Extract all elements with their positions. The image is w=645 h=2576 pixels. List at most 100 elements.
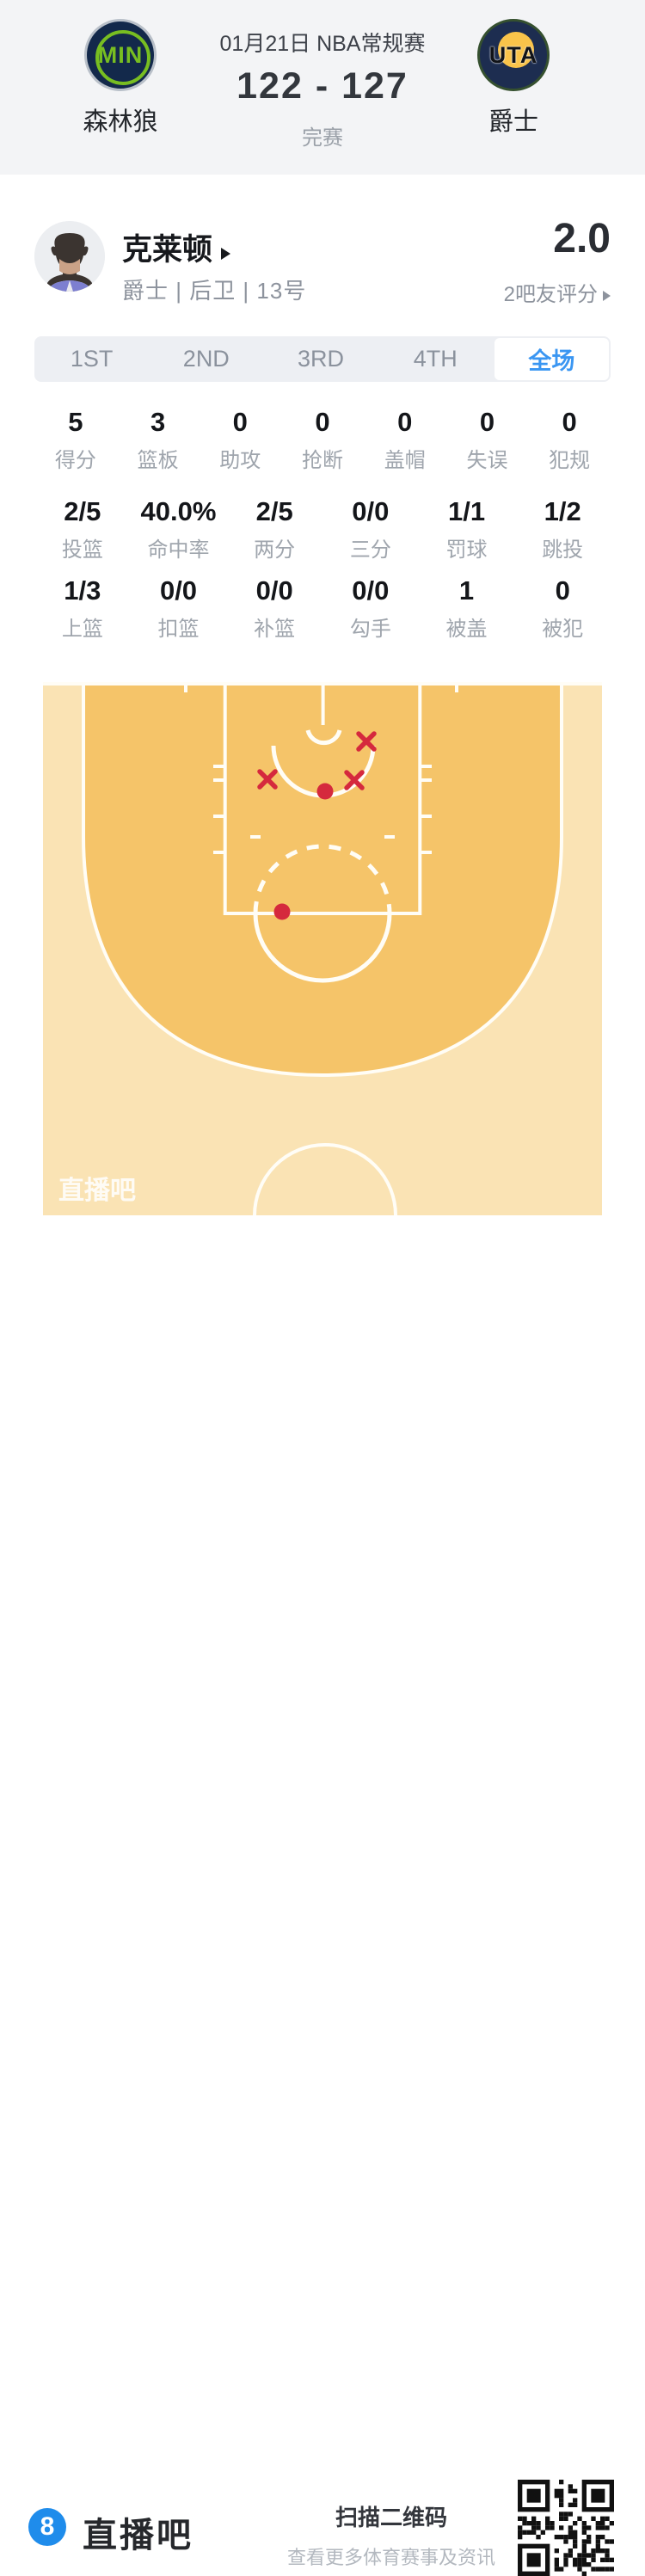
stat-label: 补篮 <box>254 618 296 641</box>
stat-label: 被盖 <box>445 618 488 641</box>
away-team-logo-icon: UTA <box>477 19 550 91</box>
stat-value: 1/3 <box>64 575 101 606</box>
stats-row-basic: 5 得分 3 篮板 0 助攻 0 抢断 0 盖帽 0 失误 0 犯规 <box>34 408 611 473</box>
stat-label: 得分 <box>54 449 96 472</box>
player-rating: 2.0 <box>553 216 611 261</box>
scan-subtitle: 查看更多体育赛事及资讯 <box>286 2547 495 2568</box>
qr-code <box>518 2480 614 2576</box>
match-status: 完赛 <box>302 126 343 150</box>
tab-full-game[interactable]: 全场 <box>494 338 610 380</box>
home-team-logo-icon: MIN <box>84 19 157 91</box>
stat-label: 投篮 <box>61 538 103 562</box>
stat-steals: 0 抢断 <box>281 408 364 473</box>
stat-label: 命中率 <box>147 538 210 562</box>
stat-2pt: 2/5 两分 <box>226 497 322 563</box>
match-score: 122 - 127 <box>236 65 408 107</box>
stat-assists: 0 助攻 <box>199 408 281 473</box>
player-rating-note[interactable]: 2吧友评分 <box>504 277 611 307</box>
stat-value: 0/0 <box>352 496 390 526</box>
stat-turnovers: 0 失误 <box>446 408 529 473</box>
stat-value: 0 <box>397 407 413 437</box>
player-detail-arrow-icon <box>221 248 231 260</box>
missed-shot-marker <box>356 731 377 752</box>
player-avatar[interactable] <box>34 221 105 292</box>
missed-shot-marker <box>257 769 278 790</box>
stat-value: 0 <box>315 407 330 437</box>
stat-value: 0 <box>479 407 495 437</box>
stat-jumpshot: 1/2 跳投 <box>514 497 611 563</box>
stat-value: 1 <box>458 575 475 606</box>
scan-block: 扫描二维码 查看更多体育赛事及资讯 <box>267 2500 516 2570</box>
stat-fouls: 0 犯规 <box>528 408 611 473</box>
stat-label: 罚球 <box>445 538 488 562</box>
stat-layup: 1/3 上篮 <box>34 576 131 642</box>
tab-2nd[interactable]: 2ND <box>182 346 230 372</box>
stat-dunk: 0/0 扣篮 <box>131 576 227 642</box>
stat-blocked: 1 被盖 <box>419 576 515 642</box>
stat-fg-pct: 40.0% 命中率 <box>131 497 227 563</box>
tab-1st[interactable]: 1ST <box>70 346 114 372</box>
stat-points: 5 得分 <box>34 408 117 473</box>
logo-ring <box>95 30 150 85</box>
stat-value: 3 <box>150 407 166 437</box>
tab-3rd[interactable]: 3RD <box>298 346 345 372</box>
brand-name: 直播吧 <box>83 2517 194 2554</box>
match-date: 01月21日 NBA常规赛 <box>219 32 426 56</box>
stat-blocks: 0 盖帽 <box>364 408 446 473</box>
home-team-abbr: MIN <box>97 41 144 68</box>
stat-label: 盖帽 <box>384 449 426 472</box>
stat-fg: 2/5 投篮 <box>34 497 131 563</box>
stat-label: 抢断 <box>302 449 344 472</box>
rating-note-arrow-icon <box>603 291 611 301</box>
away-team-name: 爵士 <box>488 108 538 136</box>
app-footer: 8 直播吧 扫描二维码 查看更多体育赛事及资讯 <box>0 1215 645 2576</box>
stat-label: 三分 <box>349 538 391 562</box>
stat-value: 0 <box>562 407 577 437</box>
stat-tipin: 0/0 补篮 <box>226 576 322 642</box>
player-meta: 爵士 | 后卫 | 13号 <box>122 278 307 304</box>
home-team-name: 森林狼 <box>83 108 158 136</box>
logo-ball <box>498 32 534 68</box>
court-svg: 直播吧 <box>43 680 602 1216</box>
rating-note-text: 2吧友评分 <box>503 283 598 306</box>
stat-label: 勾手 <box>349 618 391 641</box>
away-team-abbr: UTA <box>488 41 538 68</box>
stat-value: 40.0% <box>140 496 217 526</box>
stat-value: 2/5 <box>64 496 101 526</box>
brand-logo-icon: 8 <box>28 2508 66 2546</box>
stat-value: 1/1 <box>447 496 486 526</box>
stat-value: 0/0 <box>352 575 390 606</box>
stat-value: 0 <box>232 407 248 437</box>
home-team[interactable]: MIN 森林狼 <box>47 19 194 138</box>
court-watermark: 直播吧 <box>58 1177 136 1205</box>
stat-value: 0 <box>555 575 570 606</box>
missed-shot-marker <box>344 770 365 790</box>
stat-ft: 1/1 罚球 <box>419 497 515 563</box>
tab-4th[interactable]: 4TH <box>413 346 458 372</box>
stat-value: 5 <box>68 407 83 437</box>
stat-label: 扣篮 <box>157 618 200 641</box>
stat-label: 失误 <box>466 449 508 472</box>
stat-value: 0/0 <box>159 575 198 606</box>
lane-hash-marks <box>213 765 432 854</box>
stat-label: 助攻 <box>219 449 261 472</box>
stat-value: 0/0 <box>255 575 293 606</box>
stat-hook: 0/0 勾手 <box>322 576 419 642</box>
player-name[interactable]: 克莱顿 <box>122 225 231 269</box>
stat-value: 2/5 <box>255 496 293 526</box>
stat-fouled: 0 被犯 <box>514 576 611 642</box>
scan-title: 扫描二维码 <box>335 2505 447 2530</box>
avatar-placeholder-icon <box>34 221 105 292</box>
away-team[interactable]: UTA 爵士 <box>440 19 587 138</box>
made-shot-marker <box>316 783 334 800</box>
stat-label: 跳投 <box>542 538 584 562</box>
stats-row-shooting: 2/5 投篮 40.0% 命中率 2/5 两分 0/0 三分 1/1 罚球 1/2 跳投 <box>34 497 611 563</box>
made-shot-marker <box>273 903 291 920</box>
stat-label: 犯规 <box>549 449 591 472</box>
stat-label: 篮板 <box>137 449 179 472</box>
shot-chart: 直播吧 <box>43 680 602 1216</box>
match-header: 01月21日 NBA常规赛 122 - 127 完赛 MIN 森林狼 UTA 爵… <box>0 0 645 175</box>
stat-label: 上篮 <box>61 618 103 641</box>
stat-rebounds: 3 篮板 <box>117 408 200 473</box>
stat-3pt: 0/0 三分 <box>322 497 419 563</box>
